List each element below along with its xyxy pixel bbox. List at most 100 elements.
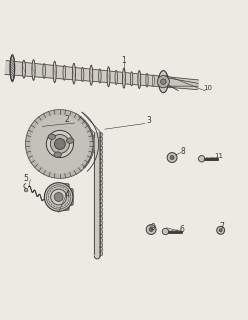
Text: 6: 6 [180,225,185,234]
Polygon shape [100,177,102,180]
Polygon shape [5,61,198,90]
Polygon shape [27,151,32,158]
Ellipse shape [10,56,15,81]
Polygon shape [78,164,85,171]
Polygon shape [78,117,85,124]
Ellipse shape [123,68,125,88]
Polygon shape [29,156,35,163]
Polygon shape [100,234,102,238]
Ellipse shape [53,61,56,83]
Ellipse shape [115,70,118,84]
Polygon shape [100,230,102,234]
Text: 10: 10 [203,85,212,92]
Polygon shape [100,199,102,203]
Text: 4: 4 [65,190,70,199]
Ellipse shape [158,71,168,93]
Polygon shape [155,76,198,86]
Polygon shape [100,225,102,229]
Polygon shape [74,168,81,174]
Polygon shape [94,133,100,259]
Polygon shape [100,168,102,172]
Polygon shape [82,121,89,127]
Polygon shape [44,171,50,176]
Circle shape [149,228,153,231]
Polygon shape [100,190,102,194]
Polygon shape [39,114,46,120]
Polygon shape [35,164,41,171]
Polygon shape [100,238,102,242]
Circle shape [161,79,166,84]
Ellipse shape [152,75,155,87]
Circle shape [46,131,73,157]
Ellipse shape [138,70,141,89]
Polygon shape [65,110,71,116]
Ellipse shape [48,134,56,140]
Ellipse shape [32,60,35,80]
Ellipse shape [63,65,65,80]
Polygon shape [85,125,91,132]
Ellipse shape [107,67,110,87]
Text: 9: 9 [151,223,155,232]
Polygon shape [27,130,32,137]
Ellipse shape [22,60,26,78]
Circle shape [54,193,63,201]
Polygon shape [100,208,102,212]
Circle shape [162,228,169,235]
Polygon shape [60,174,65,178]
Polygon shape [100,212,102,216]
Polygon shape [60,110,65,114]
Circle shape [44,183,73,211]
Ellipse shape [54,152,61,157]
Polygon shape [35,117,41,124]
Text: 1: 1 [122,56,126,65]
Circle shape [51,189,66,205]
Polygon shape [100,141,102,145]
Polygon shape [100,164,102,167]
Polygon shape [70,112,76,117]
Text: 2: 2 [65,115,70,124]
Circle shape [28,112,92,176]
Ellipse shape [146,73,148,87]
Polygon shape [65,172,71,178]
Polygon shape [54,110,60,114]
Circle shape [198,156,205,162]
Ellipse shape [60,194,64,196]
Polygon shape [39,168,46,174]
Polygon shape [82,160,89,167]
Polygon shape [100,221,102,225]
Circle shape [146,225,156,235]
Polygon shape [100,159,102,163]
Polygon shape [29,125,35,132]
Polygon shape [88,151,93,158]
Polygon shape [100,247,102,251]
Polygon shape [26,136,31,141]
Circle shape [50,134,69,154]
Text: 5: 5 [23,174,28,183]
Circle shape [167,153,177,163]
Polygon shape [100,146,102,150]
Polygon shape [100,195,102,198]
Polygon shape [74,114,81,120]
Ellipse shape [99,69,101,83]
Polygon shape [100,172,102,176]
Polygon shape [70,171,76,176]
Polygon shape [100,133,102,137]
Polygon shape [85,156,91,163]
Text: 3: 3 [146,116,151,125]
Circle shape [217,226,225,234]
Polygon shape [100,217,102,220]
Polygon shape [100,252,102,255]
Polygon shape [100,203,102,207]
Polygon shape [89,136,94,141]
Polygon shape [90,141,94,147]
Circle shape [157,76,169,88]
Polygon shape [100,137,102,141]
Ellipse shape [43,63,45,78]
Circle shape [170,156,174,159]
Ellipse shape [66,138,74,143]
Polygon shape [100,181,102,185]
Ellipse shape [81,67,84,82]
Polygon shape [54,174,60,178]
Polygon shape [44,112,50,117]
Polygon shape [89,147,94,152]
